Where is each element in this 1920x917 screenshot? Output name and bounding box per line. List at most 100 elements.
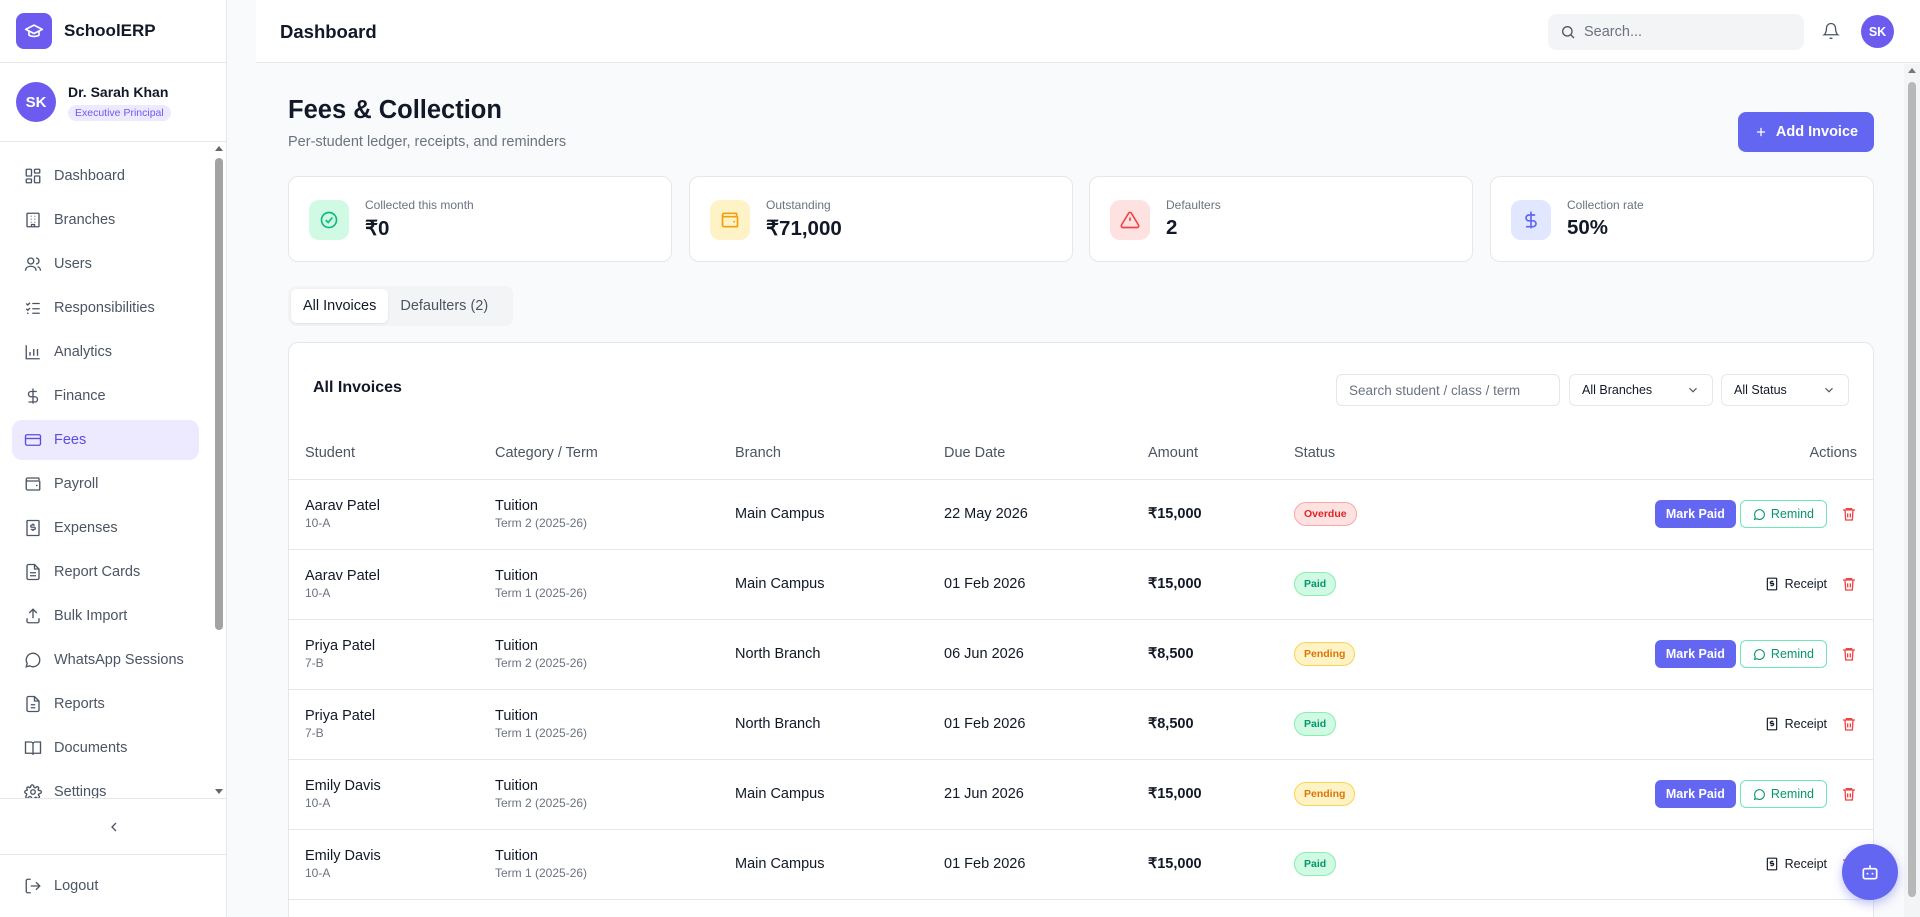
checklist-icon — [25, 302, 40, 314]
table-row: Aarav Patel 10-A Tuition Term 1 (2025-26) … — [289, 549, 1873, 620]
sidebar-item-label: Branches — [54, 212, 116, 228]
branch-cell: North Branch — [735, 619, 944, 690]
sidebar-item-users[interactable]: Users — [12, 244, 199, 284]
mark-paid-button[interactable]: Mark Paid — [1654, 640, 1736, 668]
trash-icon[interactable] — [1841, 506, 1857, 522]
column-header[interactable]: Category / Term — [495, 427, 735, 480]
scroll-up-icon[interactable] — [1908, 68, 1916, 73]
remind-button[interactable]: Remind — [1739, 780, 1827, 808]
table-row: Emily Davis 10-A Tuition Term 2 (2025-26) … — [289, 759, 1873, 830]
stat-outstanding: Outstanding ₹71,000 — [689, 176, 1073, 262]
dollar-icon — [1511, 200, 1551, 240]
table-header-row: Student Category / Term Branch Due Date … — [289, 427, 1873, 480]
gear-icon — [24, 784, 42, 798]
mark-paid-button[interactable]: Mark Paid — [1654, 500, 1736, 528]
remind-button[interactable]: Remind — [1739, 640, 1827, 668]
receipt-icon — [1766, 857, 1777, 871]
tab-defaulters[interactable]: Defaulters (2) — [400, 298, 489, 314]
column-header[interactable]: Status — [1294, 427, 1494, 480]
grid-icon — [25, 168, 41, 184]
receipt-button[interactable]: Receipt — [1765, 577, 1827, 591]
invoices-table: Student Category / Term Branch Due Date … — [289, 427, 1873, 900]
stat-value: 2 — [1166, 216, 1178, 239]
file-text-icon — [26, 563, 40, 581]
user-avatar[interactable]: SK — [1861, 15, 1894, 48]
user-profile: SK Dr. Sarah Khan Executive Principal — [0, 63, 226, 142]
sidebar-item-branches[interactable]: Branches — [12, 200, 199, 240]
dollar-icon — [27, 388, 39, 404]
stat-collection-rate: Collection rate 50% — [1490, 176, 1874, 262]
remind-label: Remind — [1770, 787, 1814, 801]
book-icon — [24, 741, 42, 755]
sidebar-item-settings[interactable]: Settings — [12, 772, 199, 798]
add-invoice-button[interactable]: Add Invoice — [1738, 112, 1874, 152]
student-name: Priya Patel — [305, 708, 376, 724]
stat-value: 50% — [1567, 216, 1609, 239]
fee-term: Term 1 (2025-26) — [495, 866, 588, 880]
sidebar-item-bulk-import[interactable]: Bulk Import — [12, 596, 199, 636]
sidebar-item-analytics[interactable]: Analytics — [12, 332, 199, 372]
receipt-button[interactable]: Receipt — [1765, 857, 1827, 871]
branch-cell: Main Campus — [735, 479, 944, 550]
student-name: Emily Davis — [305, 778, 381, 794]
global-search[interactable] — [1548, 14, 1804, 50]
amount-cell: ₹15,000 — [1148, 549, 1294, 620]
branch-cell: Main Campus — [735, 549, 944, 620]
sidebar-item-documents[interactable]: Documents — [12, 728, 199, 768]
status-filter-select[interactable]: All Status — [1721, 374, 1849, 406]
receipt-label: Receipt — [1784, 857, 1827, 871]
main-scrollbar[interactable] — [1904, 64, 1920, 917]
fee-category: Tuition — [495, 568, 538, 584]
sidebar-item-finance[interactable]: Finance — [12, 376, 199, 416]
amount-cell: ₹15,000 — [1148, 829, 1294, 900]
sidebar-item-fees[interactable]: Fees — [12, 420, 199, 460]
receipt-icon — [1766, 717, 1777, 731]
sidebar-item-label: Fees — [54, 432, 87, 448]
fee-category: Tuition — [495, 778, 538, 794]
main-scroll-thumb[interactable] — [1908, 82, 1916, 897]
due-date-cell: 06 Jun 2026 — [944, 619, 1148, 690]
logout-button[interactable]: Logout — [0, 854, 227, 917]
receipt-button[interactable]: Receipt — [1765, 717, 1827, 731]
trash-icon[interactable] — [1841, 716, 1857, 732]
alert-triangle-icon — [1110, 200, 1150, 240]
tab-all-invoices[interactable]: All Invoices — [291, 289, 389, 323]
user-name: Dr. Sarah Khan — [68, 83, 169, 100]
chevron-down-icon — [1825, 387, 1833, 393]
sidebar-item-responsibilities[interactable]: Responsibilities — [12, 288, 199, 328]
trash-icon[interactable] — [1841, 646, 1857, 662]
status-badge: Pending — [1294, 642, 1356, 666]
scroll-up-icon[interactable] — [215, 146, 223, 151]
invoices-title: All Invoices — [313, 379, 402, 396]
graduation-cap-icon — [16, 13, 52, 49]
assistant-bot-button[interactable] — [1842, 844, 1898, 900]
column-header[interactable]: Amount — [1148, 427, 1294, 480]
search-input[interactable] — [1584, 24, 1784, 40]
sidebar-item-report-cards[interactable]: Report Cards — [12, 552, 199, 592]
sidebar-item-whatsapp-sessions[interactable]: WhatsApp Sessions — [12, 640, 199, 680]
check-circle-icon — [309, 200, 349, 240]
bell-icon[interactable] — [1822, 22, 1840, 45]
status-badge: Paid — [1294, 712, 1337, 736]
sidebar-item-label: Analytics — [54, 344, 113, 360]
sidebar-scroll-thumb[interactable] — [215, 158, 223, 630]
avatar: SK — [16, 82, 56, 122]
sidebar-item-reports[interactable]: Reports — [12, 684, 199, 724]
branch-filter-select[interactable]: All Branches — [1569, 374, 1713, 406]
column-header[interactable]: Branch — [735, 427, 944, 480]
invoice-search-input[interactable] — [1336, 374, 1560, 406]
scroll-down-icon[interactable] — [215, 789, 223, 794]
column-header[interactable]: Due Date — [944, 427, 1148, 480]
fee-category: Tuition — [495, 848, 538, 864]
trash-icon[interactable] — [1841, 576, 1857, 592]
sidebar-scrollbar[interactable] — [212, 142, 226, 798]
sidebar-item-dashboard[interactable]: Dashboard — [12, 156, 199, 196]
column-header[interactable]: Student — [289, 427, 495, 480]
mark-paid-button[interactable]: Mark Paid — [1654, 780, 1736, 808]
sidebar-item-payroll[interactable]: Payroll — [12, 464, 199, 504]
trash-icon[interactable] — [1841, 786, 1857, 802]
remind-button[interactable]: Remind — [1739, 500, 1827, 528]
sidebar-item-expenses[interactable]: Expenses — [12, 508, 199, 548]
collapse-sidebar-button[interactable] — [0, 798, 227, 854]
building-icon — [26, 212, 40, 228]
